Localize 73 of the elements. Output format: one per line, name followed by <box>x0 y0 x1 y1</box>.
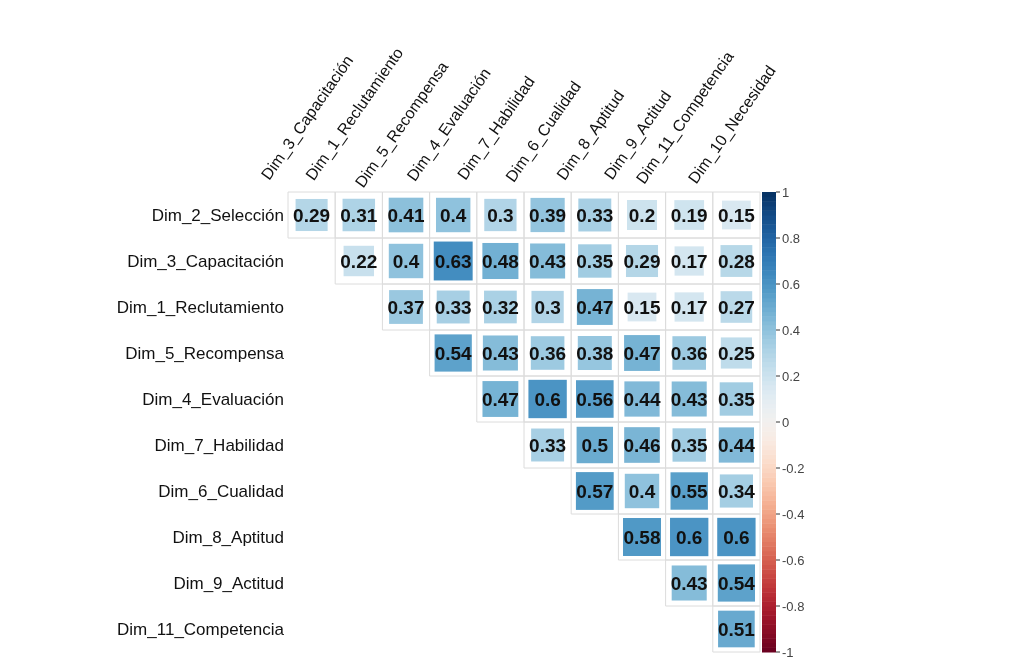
data-label: 0.4 <box>392 250 420 272</box>
y-tick-label: Dim_11_Competencia <box>117 619 285 639</box>
data-label: 0.22 <box>340 250 378 272</box>
data-label: 0.39 <box>529 204 567 226</box>
data-label: 0.54 <box>434 342 473 364</box>
data-label: 0.35 <box>576 250 614 272</box>
data-label: 0.32 <box>481 296 519 318</box>
color-bar-label: -1 <box>782 644 794 660</box>
data-label: 0.43 <box>481 342 519 364</box>
data-label: 0.38 <box>576 342 614 364</box>
data-label: 0.48 <box>481 250 519 272</box>
data-label: 0.25 <box>717 342 756 364</box>
data-label: 0.57 <box>576 480 614 502</box>
data-label: 0.4 <box>439 204 467 226</box>
data-label: 0.6 <box>723 526 750 548</box>
y-tick-label: Dim_3_Capacitación <box>127 251 284 271</box>
data-label: 0.28 <box>717 250 755 272</box>
data-label: 0.17 <box>670 296 708 318</box>
color-bar-label: 0.8 <box>782 230 801 246</box>
data-label: 0.3 <box>534 296 561 318</box>
data-label: 0.58 <box>623 526 661 548</box>
y-tick-label: Dim_8_Aptitud <box>172 527 284 547</box>
data-label: 0.5 <box>581 434 609 456</box>
data-label: 0.56 <box>576 388 614 410</box>
color-bar-label: 0.4 <box>782 322 801 338</box>
y-tick-label: Dim_1_Reclutamiento <box>116 297 284 317</box>
color-bar-label: 0.2 <box>782 368 801 384</box>
data-label: 0.3 <box>487 204 514 226</box>
data-label: 0.47 <box>623 342 661 364</box>
data-label: 0.35 <box>670 434 709 456</box>
data-label: 0.33 <box>529 434 567 456</box>
color-bar-label: -0.8 <box>782 598 805 614</box>
color-bar-label: -0.6 <box>782 552 805 568</box>
data-label: 0.43 <box>670 388 708 410</box>
data-label: 0.29 <box>623 250 661 272</box>
data-label: 0.47 <box>481 388 519 410</box>
data-label: 0.54 <box>717 572 756 594</box>
data-label: 0.41 <box>387 204 425 226</box>
data-label: 0.31 <box>340 204 378 226</box>
data-label: 0.17 <box>670 250 708 272</box>
data-label: 0.27 <box>717 296 755 318</box>
data-label: 0.37 <box>387 296 425 318</box>
color-bar-label: 0.6 <box>782 276 801 292</box>
data-label: 0.34 <box>717 480 756 502</box>
data-label: 0.15 <box>717 204 756 226</box>
data-label: 0.36 <box>670 342 708 364</box>
data-label: 0.6 <box>534 388 561 410</box>
data-label: 0.19 <box>670 204 708 226</box>
data-label: 0.33 <box>576 204 614 226</box>
data-label: 0.35 <box>717 388 756 410</box>
color-bar-label: -0.2 <box>782 460 805 476</box>
data-label: 0.29 <box>293 204 331 226</box>
data-label: 0.46 <box>623 434 661 456</box>
data-label: 0.47 <box>576 296 614 318</box>
data-label: 0.33 <box>434 296 472 318</box>
color-bar-label: 0 <box>782 414 790 430</box>
data-label: 0.15 <box>623 296 661 318</box>
data-label: 0.6 <box>675 526 703 548</box>
data-label: 0.4 <box>628 480 656 502</box>
y-tick-label: Dim_9_Actitud <box>173 573 284 593</box>
data-label: 0.55 <box>670 480 709 502</box>
y-tick-label: Dim_4_Evaluación <box>142 389 284 409</box>
y-tick-label: Dim_2_Selección <box>151 205 284 225</box>
data-label: 0.51 <box>717 618 756 640</box>
data-label: 0.2 <box>628 204 656 226</box>
y-tick-label: Dim_6_Cualidad <box>158 481 284 501</box>
data-label: 0.43 <box>670 572 708 594</box>
data-label: 0.36 <box>529 342 567 364</box>
color-bar-label: 1 <box>782 184 790 200</box>
color-bar-label: -0.4 <box>782 506 805 522</box>
y-tick-label: Dim_5_Recompensa <box>125 343 285 363</box>
data-label: 0.63 <box>434 250 472 272</box>
y-tick-label: Dim_7_Habilidad <box>154 435 284 455</box>
